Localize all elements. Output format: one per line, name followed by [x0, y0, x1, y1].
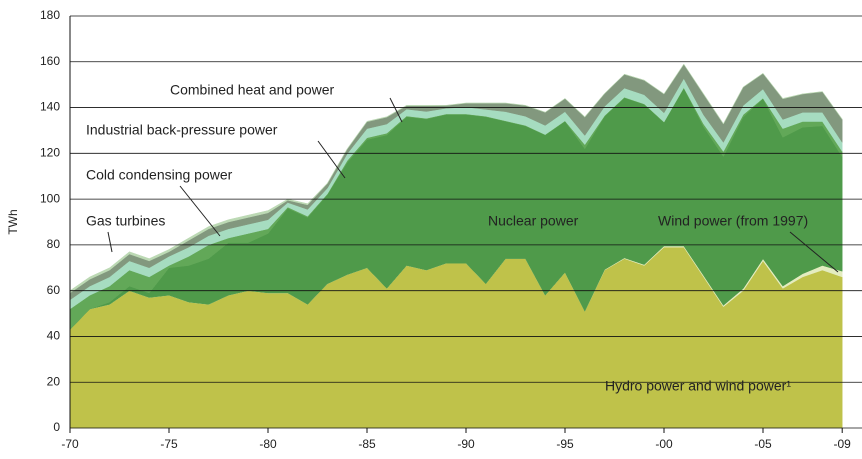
y-tick-label: 20	[47, 374, 61, 388]
x-tick-label: -80	[259, 437, 277, 451]
y-tick-label: 160	[40, 54, 60, 68]
x-tick-label: -05	[754, 437, 772, 451]
series-label: Combined heat and power	[170, 82, 335, 98]
series-label: Gas turbines	[86, 213, 165, 229]
y-tick-label: 140	[40, 100, 60, 114]
series-label: Industrial back-pressure power	[86, 122, 278, 138]
y-tick-label: 80	[47, 237, 61, 251]
leader-line	[317, 140, 346, 179]
leader-line	[179, 185, 221, 237]
y-tick-label: 40	[47, 329, 61, 343]
x-tick-label: -70	[61, 437, 79, 451]
x-tick-label: -85	[358, 437, 376, 451]
series-label: Wind power (from 1997)	[658, 213, 808, 229]
y-tick-label: 0	[53, 420, 60, 434]
area	[69, 63, 843, 294]
x-tick-label: -95	[556, 437, 574, 451]
x-tick-label: -90	[457, 437, 475, 451]
leader-line	[389, 97, 403, 123]
series-label: Hydro power and wind power¹	[605, 378, 791, 394]
leader-line	[789, 231, 839, 273]
y-tick-label: 100	[40, 191, 60, 205]
leader-line	[107, 231, 113, 253]
x-tick-label: -00	[655, 437, 673, 451]
y-tick-label: 180	[40, 8, 60, 22]
x-tick-label: -75	[160, 437, 178, 451]
x-tick-label: -09	[834, 437, 852, 451]
series-label: Nuclear power	[488, 213, 579, 229]
y-axis-label: TWh	[6, 209, 20, 234]
y-tick-label: 120	[40, 146, 60, 160]
y-tick-label: 60	[47, 283, 61, 297]
series-label: Cold condensing power	[86, 167, 233, 183]
